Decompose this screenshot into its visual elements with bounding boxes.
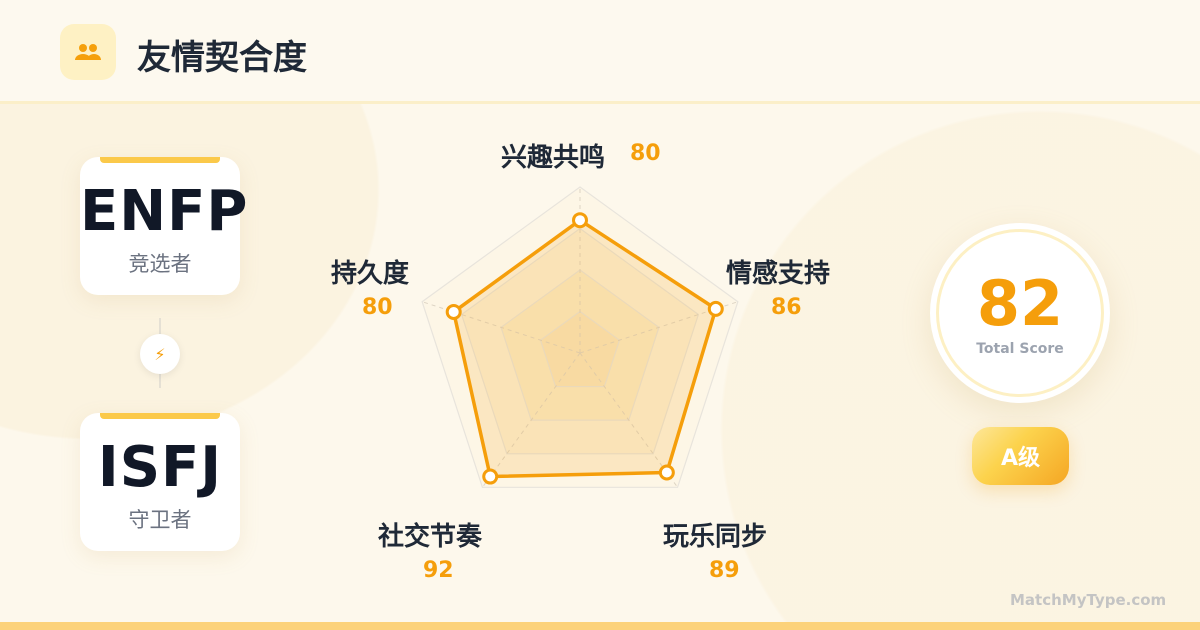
radar-data-point bbox=[572, 212, 588, 229]
brand-watermark: MatchMyType.com bbox=[1010, 591, 1167, 609]
axis-label: 持久度 bbox=[331, 259, 410, 289]
radar-spoke bbox=[482, 352, 581, 488]
bottom-bar bbox=[0, 622, 1200, 630]
axis-label: 情感支持 bbox=[726, 259, 831, 289]
axis-value: 80 bbox=[630, 141, 661, 166]
score-ring bbox=[936, 229, 1104, 397]
radar-series-area bbox=[451, 218, 718, 479]
type-card-1: ENFP 竞选者 bbox=[80, 157, 249, 295]
type-code: ISFJ bbox=[97, 435, 223, 500]
axis-label: 玩乐同步 bbox=[663, 522, 768, 552]
header: 友情契合度 bbox=[0, 0, 1200, 104]
grade-badge: A级 bbox=[972, 427, 1069, 485]
people-icon bbox=[60, 24, 116, 80]
card-accent bbox=[100, 157, 220, 163]
axis-label: 社交节奏 bbox=[378, 522, 483, 552]
axis-value: 89 bbox=[709, 558, 740, 583]
axis-value: 92 bbox=[423, 558, 454, 583]
radar-spoke bbox=[579, 352, 678, 488]
axis-value: 80 bbox=[362, 295, 393, 320]
card-accent bbox=[100, 413, 220, 419]
radar-data-point bbox=[658, 464, 675, 481]
radar-data-point bbox=[445, 303, 462, 320]
score-value: 82 bbox=[976, 267, 1064, 340]
radar-data-point bbox=[482, 468, 499, 485]
type-name: 守卫者 bbox=[128, 508, 192, 532]
type-card-2: ISFJ 守卫者 bbox=[80, 413, 240, 551]
page-title: 友情契合度 bbox=[137, 38, 307, 78]
type-code: ENFP bbox=[80, 179, 249, 244]
lightning-icon: ⚡ bbox=[140, 334, 180, 374]
type-name: 竞选者 bbox=[128, 252, 192, 276]
axis-value: 86 bbox=[771, 295, 802, 320]
total-score-circle: 82 Total Score bbox=[930, 223, 1110, 403]
radar-data-point bbox=[707, 300, 724, 317]
score-label: Total Score bbox=[976, 341, 1064, 357]
axis-label: 兴趣共鸣 bbox=[501, 143, 606, 173]
